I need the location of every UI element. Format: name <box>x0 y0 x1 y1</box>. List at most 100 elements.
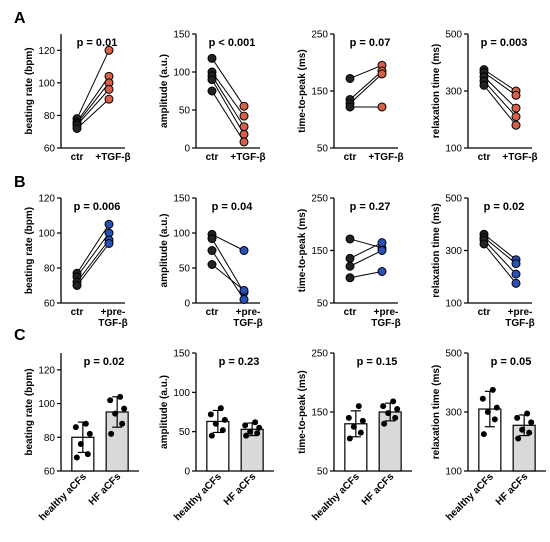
y-axis-label: relaxation time (ms) <box>431 44 442 138</box>
data-point <box>359 417 366 424</box>
data-point <box>121 405 128 412</box>
data-point <box>82 420 89 427</box>
pair-line <box>211 75 245 127</box>
y-tick-label: 150 <box>311 246 328 257</box>
y-tick-label: 300 <box>445 87 462 98</box>
pair-line <box>483 236 517 265</box>
y-tick-label: 50 <box>317 467 329 478</box>
y-tick-label: 0 <box>184 299 190 310</box>
data-point <box>208 432 215 439</box>
y-tick-label: 80 <box>44 433 56 444</box>
data-point <box>528 419 535 426</box>
treated-point <box>104 239 114 248</box>
pair-line <box>483 80 517 117</box>
pair-line <box>483 76 517 109</box>
y-axis-label: amplitude (a.u.) <box>159 214 170 288</box>
y-axis-label: relaxation time (ms) <box>431 365 442 459</box>
data-point <box>380 403 387 410</box>
data-point <box>392 414 399 421</box>
treated-point <box>377 69 387 79</box>
data-point <box>217 405 224 412</box>
y-tick-label: 250 <box>311 349 328 360</box>
data-point <box>84 451 91 458</box>
p-value: p = 0.003 <box>481 37 528 49</box>
y-tick-label: 100 <box>38 399 55 410</box>
pair-line <box>483 233 517 261</box>
panel-label-c: C <box>14 327 26 344</box>
ctr-point <box>479 239 489 249</box>
pair-line <box>211 264 245 291</box>
pair-line <box>349 242 383 259</box>
treated-point <box>104 94 114 104</box>
data-point <box>355 403 362 410</box>
pair-line <box>211 90 245 143</box>
data-point <box>107 397 114 404</box>
pair-line <box>211 233 245 251</box>
data-point <box>394 406 401 413</box>
p-value: p = 0.01 <box>77 37 118 49</box>
x-tick-label: healthy aCFs <box>37 471 89 523</box>
data-point <box>479 395 486 402</box>
x-tick-label: HF aCFs <box>87 471 124 508</box>
pair-line <box>349 238 383 249</box>
pair-line <box>76 232 110 278</box>
pair-line <box>211 58 245 107</box>
y-tick-label: 60 <box>44 144 56 155</box>
y-tick-label: 50 <box>317 299 329 310</box>
x-tick-label: ctr <box>478 307 491 318</box>
y-tick-label: 250 <box>311 194 328 205</box>
y-tick-label: 80 <box>44 264 56 275</box>
data-point <box>256 424 263 431</box>
y-tick-label: 100 <box>173 388 190 399</box>
treated-point <box>377 238 387 248</box>
y-tick-label: 80 <box>44 111 56 122</box>
treated-point <box>239 137 249 147</box>
x-tick-label: ctr <box>478 152 491 163</box>
pair-line <box>349 73 383 104</box>
ctr-point <box>207 53 217 63</box>
x-tick-label: HF aCFs <box>222 471 259 508</box>
treated-point <box>239 111 249 121</box>
pair-line <box>483 239 517 275</box>
p-value: p = 0.07 <box>350 37 391 49</box>
ctr-point <box>207 260 217 269</box>
data-point <box>77 441 84 448</box>
treated-point <box>511 269 521 279</box>
panel-label-a: A <box>14 10 26 27</box>
data-point <box>73 454 80 461</box>
y-tick-label: 0 <box>184 467 190 478</box>
x-tick-label: +pre- <box>374 307 399 318</box>
y-axis-label: time-to-peak (ms) <box>297 370 308 453</box>
data-point <box>252 419 259 426</box>
x-tick-label: ctr <box>206 307 219 318</box>
ctr-point <box>207 246 217 255</box>
data-point <box>243 432 250 439</box>
p-value: p = 0.23 <box>219 356 260 368</box>
data-point <box>515 435 522 442</box>
ctr-point <box>345 273 355 283</box>
ctr-point <box>207 86 217 96</box>
data-point <box>247 428 254 435</box>
data-point <box>385 410 392 417</box>
pair-line <box>483 72 517 96</box>
treated-point <box>239 295 249 304</box>
y-tick-label: 150 <box>311 87 328 98</box>
data-point <box>480 431 487 438</box>
x-tick-label: TGF-β <box>98 318 127 329</box>
pair-line <box>349 64 383 79</box>
y-tick-label: 120 <box>38 46 55 57</box>
x-tick-label: +TGF-β <box>230 152 265 163</box>
x-tick-label: TGF-β <box>371 318 400 329</box>
p-value: p < 0.001 <box>209 37 256 49</box>
y-tick-label: 100 <box>445 467 462 478</box>
y-tick-label: 50 <box>179 427 191 438</box>
p-value: p = 0.15 <box>357 356 398 368</box>
y-tick-label: 100 <box>38 229 55 240</box>
treated-point <box>511 112 521 122</box>
data-point <box>219 427 226 434</box>
y-tick-label: 100 <box>445 299 462 310</box>
y-tick-label: 300 <box>445 246 462 257</box>
pair-line <box>76 239 110 283</box>
